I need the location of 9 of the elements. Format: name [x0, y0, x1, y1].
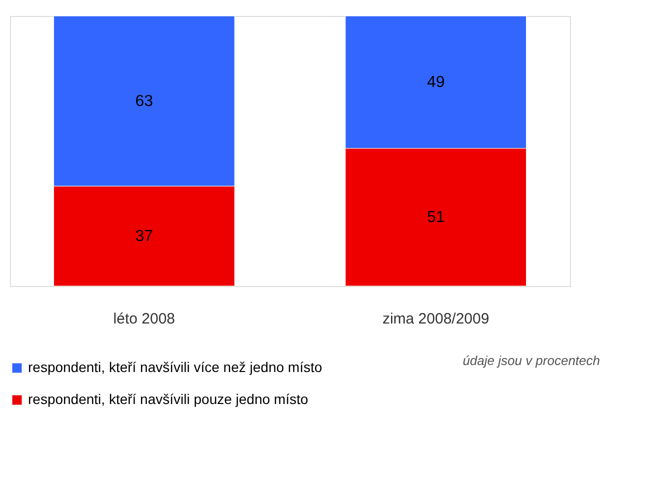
data-label: 51 — [426, 209, 445, 226]
data-label: 49 — [426, 74, 445, 92]
legend-label: respondenti, kteří navšívili pouze jedno místo — [28, 391, 308, 407]
x-tick-label: léto 2008 — [113, 310, 176, 328]
text: údaje jsou v procentech — [462, 353, 600, 368]
x-tick-label: zima 2008/2009 — [382, 310, 490, 328]
data-label: 37 — [135, 228, 154, 246]
data-label: 63 — [135, 93, 154, 110]
legend-label: respondenti, kteří navšívili více než jedno místo — [28, 359, 322, 375]
